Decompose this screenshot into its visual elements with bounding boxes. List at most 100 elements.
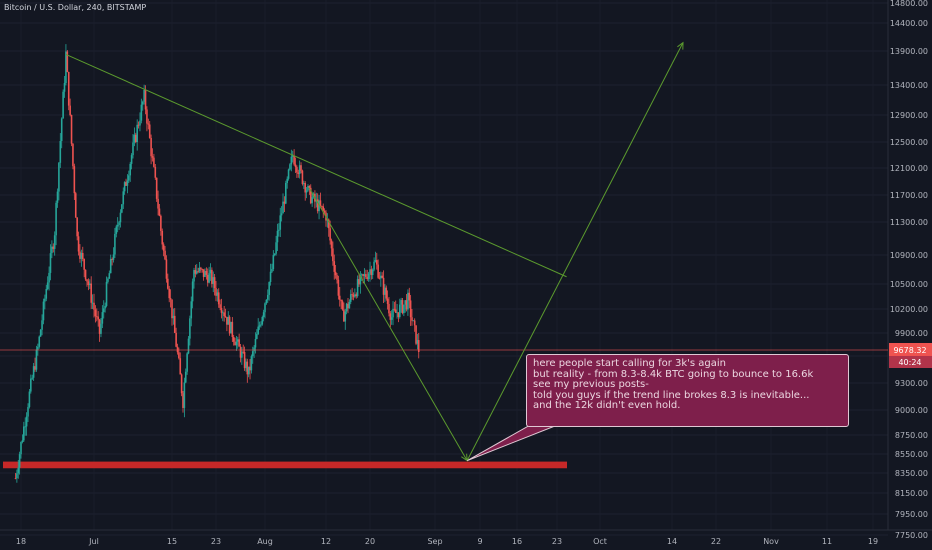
candle-body xyxy=(311,197,313,204)
price-tick-label: 9300.00 xyxy=(895,379,928,388)
candle-body xyxy=(83,258,85,270)
time-tick-label: Aug xyxy=(257,537,273,546)
candle-body xyxy=(107,278,109,282)
candle-body xyxy=(69,105,71,115)
candle-body xyxy=(108,273,111,279)
candle-body xyxy=(275,242,277,254)
callout-line: but reality - from 8.3-8.4k BTC going to… xyxy=(533,368,814,380)
candle-body xyxy=(35,349,38,370)
candle-body xyxy=(352,294,355,297)
candle-body xyxy=(407,292,409,310)
candle-body xyxy=(227,316,230,325)
candle-body xyxy=(329,228,331,241)
price-tick-label: 10500.00 xyxy=(890,280,928,289)
candle-body xyxy=(397,312,400,317)
price-tick-label: 8550.00 xyxy=(895,450,928,459)
candle-body xyxy=(253,347,255,352)
candle-body xyxy=(260,324,262,326)
candle-body xyxy=(154,166,157,178)
candle-body xyxy=(72,143,74,167)
time-tick-label: 15 xyxy=(167,537,177,546)
candle-body xyxy=(121,204,123,213)
candle-body xyxy=(412,320,415,322)
countdown-tag xyxy=(889,355,932,368)
candle-body xyxy=(157,198,159,209)
candle-body xyxy=(112,254,115,260)
candle-body xyxy=(111,258,113,260)
price-tick-label: 12900.00 xyxy=(890,111,928,120)
candle-body xyxy=(90,283,92,303)
candle-body xyxy=(234,341,236,346)
candle-body xyxy=(209,269,212,274)
candle-body xyxy=(396,312,398,314)
candle-body xyxy=(216,292,219,296)
candle-body xyxy=(276,230,279,243)
time-tick-label: 23 xyxy=(211,537,221,546)
candle-body xyxy=(294,164,297,168)
candle-body xyxy=(80,252,83,259)
candle-body xyxy=(297,172,300,174)
candle-body xyxy=(208,273,210,283)
candle-body xyxy=(37,346,39,350)
candle-body xyxy=(283,201,286,204)
support-zone-rect xyxy=(3,461,567,469)
candle-body xyxy=(105,281,108,306)
candle-body xyxy=(337,279,340,296)
candle-body xyxy=(175,332,177,347)
candle-body xyxy=(180,374,183,394)
candle-body xyxy=(202,269,205,277)
candle-body xyxy=(151,156,154,158)
candle-body xyxy=(162,244,165,251)
candle-body xyxy=(164,250,166,260)
candle-body xyxy=(309,187,312,204)
candle-body xyxy=(408,292,411,301)
candle-body xyxy=(20,442,22,455)
candle-body xyxy=(355,294,358,297)
candle-body xyxy=(173,315,176,333)
current-price-tag xyxy=(889,342,932,356)
price-tick-label: 14800.00 xyxy=(890,0,928,8)
candle-body xyxy=(365,274,367,278)
candle-body xyxy=(236,339,239,342)
candle-body xyxy=(128,175,130,181)
candle-body xyxy=(191,281,194,302)
candle-body xyxy=(284,182,287,204)
candle-body xyxy=(86,279,88,282)
candle-body xyxy=(88,283,91,286)
candle-body xyxy=(153,157,155,167)
support-zone xyxy=(3,461,567,469)
candle-body xyxy=(60,118,63,142)
candle-body xyxy=(204,271,206,277)
candle-body xyxy=(268,282,270,295)
candle-body xyxy=(52,246,55,249)
candle-body xyxy=(46,282,49,289)
candle-body xyxy=(416,340,419,344)
candle-body xyxy=(257,326,259,335)
candle-body xyxy=(341,301,344,310)
time-axis: 18 Jul 15 23 Aug 12 20 Sep 9 16 23 Oct 14 22 Nov 11 19 xyxy=(0,529,932,546)
candle-body xyxy=(195,271,198,274)
candle-body xyxy=(296,167,298,173)
candle-body xyxy=(230,321,232,334)
candle-body xyxy=(98,319,101,334)
candlestick-series xyxy=(14,44,420,483)
candle-body xyxy=(136,124,138,143)
time-tick-label: 9 xyxy=(477,537,482,546)
candle-body xyxy=(249,366,251,371)
candle-body xyxy=(189,318,191,339)
candle-body xyxy=(390,317,393,320)
candle-body xyxy=(55,202,57,236)
candle-body xyxy=(125,182,127,186)
candle-body xyxy=(347,303,349,309)
time-tick-label: 14 xyxy=(667,537,677,546)
candle-body xyxy=(321,205,323,207)
candle-body xyxy=(219,304,221,308)
candle-body xyxy=(384,287,386,295)
price-tick-label: 13400.00 xyxy=(890,81,928,90)
candle-body xyxy=(65,51,67,84)
candle-body xyxy=(238,339,240,347)
candle-body xyxy=(25,416,28,427)
candle-body xyxy=(84,269,87,280)
candle-body xyxy=(93,302,95,310)
